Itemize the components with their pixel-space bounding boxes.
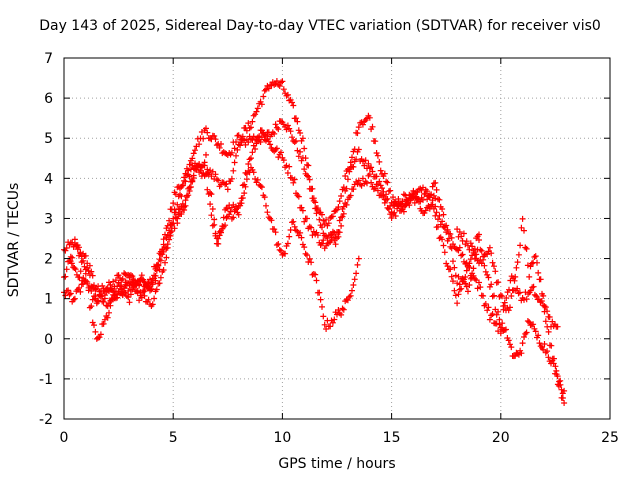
- series-track-2: [61, 78, 482, 304]
- x-tick-label: 10: [273, 430, 291, 446]
- chart-title: Day 143 of 2025, Sidereal Day-to-day VTE…: [39, 18, 601, 34]
- y-tick-label: 2: [44, 252, 53, 268]
- data-points: [61, 78, 568, 406]
- x-tick-label: 25: [601, 430, 619, 446]
- y-tick-label: 1: [44, 292, 53, 308]
- axis-ticks: 0 5 10 15 20 25 -2 -1 0 1 2 3 4 5 6 7: [39, 51, 619, 446]
- x-axis-label: GPS time / hours: [278, 456, 396, 472]
- y-tick-label: 4: [44, 171, 53, 187]
- y-tick-label: 6: [44, 91, 53, 107]
- y-tick-label: 5: [44, 131, 53, 147]
- series-track-5: [432, 212, 568, 397]
- series-track-6: [454, 215, 561, 330]
- x-tick-label: 15: [383, 430, 401, 446]
- series-markers: [432, 212, 568, 397]
- y-tick-label: -1: [39, 372, 53, 388]
- series-markers: [454, 215, 561, 330]
- x-tick-label: 20: [492, 430, 510, 446]
- x-tick-label: 5: [169, 430, 178, 446]
- y-tick-label: -2: [39, 412, 53, 428]
- y-axis-label: SDTVAR / TECUs: [6, 182, 22, 298]
- series-markers: [61, 78, 482, 304]
- series-track-4: [67, 151, 362, 332]
- y-tick-label: 3: [44, 211, 53, 227]
- plot-frame: [63, 57, 611, 420]
- series-markers: [67, 151, 362, 332]
- grid: [64, 58, 610, 419]
- y-tick-label: 7: [44, 51, 53, 67]
- y-tick-label: 0: [44, 332, 53, 348]
- x-tick-label: 0: [60, 430, 69, 446]
